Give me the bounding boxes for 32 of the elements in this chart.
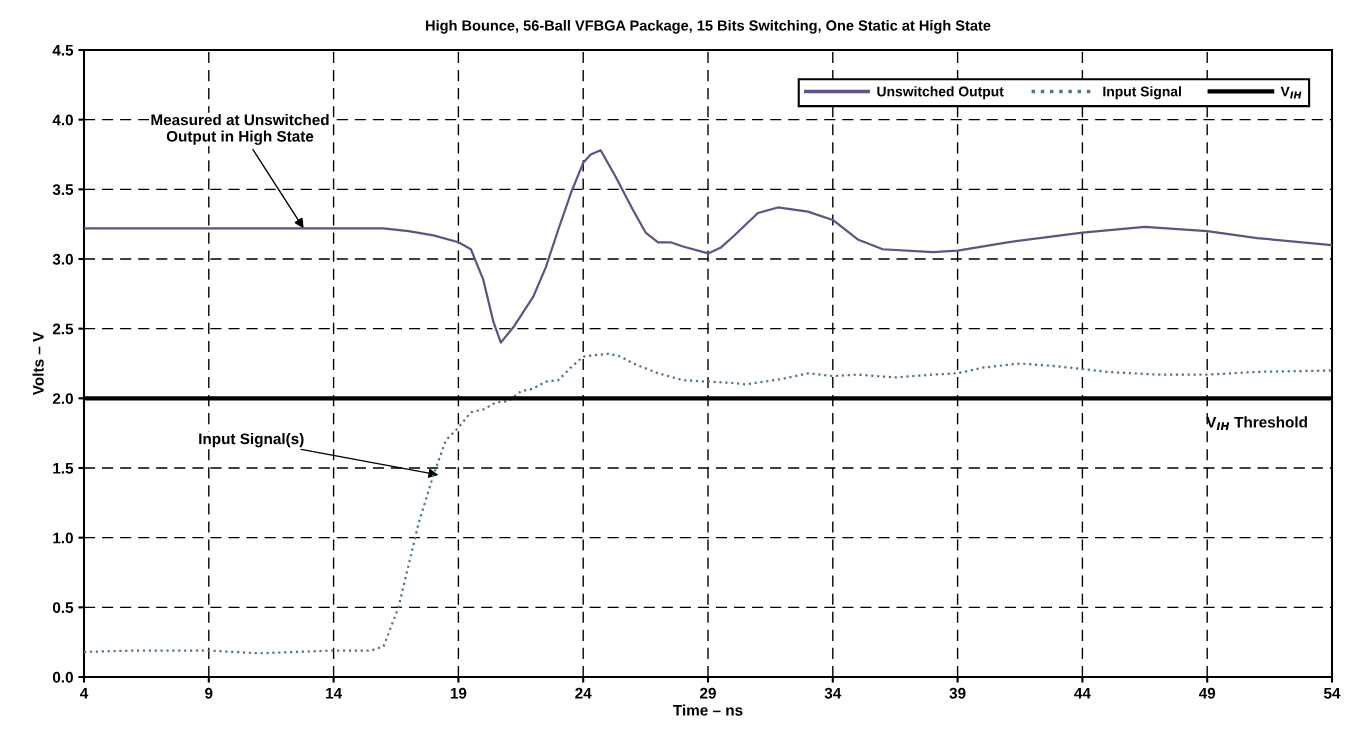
x-tick-label: 24 <box>575 687 592 699</box>
y-tick-label: 1.5 <box>53 463 74 474</box>
y-tick-label: 0.5 <box>52 602 74 614</box>
x-tick-label: 4 <box>79 687 89 699</box>
x-tick-label: 39 <box>949 687 966 699</box>
x-axis-title: Time – ns <box>673 704 743 716</box>
chart-title: High Bounce, 56-Ball VFBGA Package, 15 Bits Switching, One Static at High State <box>426 19 991 34</box>
x-tick-label: 34 <box>824 687 842 699</box>
x-tick-label: 29 <box>700 687 716 699</box>
legend-label: Unswitched Output <box>877 86 1004 100</box>
x-tick-label: 9 <box>205 687 213 699</box>
line-series <box>84 352 1332 655</box>
y-tick-label: 3.0 <box>52 253 73 265</box>
y-axis-title: Volts – V <box>32 331 44 396</box>
y-tick-label: 3.5 <box>52 184 74 196</box>
x-tick-label: 19 <box>450 687 467 699</box>
y-tick-label: 0.0 <box>52 671 73 683</box>
y-tick-label: 2.0 <box>52 393 73 405</box>
x-tick-label: 54 <box>1323 687 1341 699</box>
annotation: V$_{IH}$ Threshold <box>1206 416 1307 430</box>
x-tick-label: 14 <box>326 687 343 699</box>
legend-label: Input Signal <box>1103 86 1181 100</box>
line-series <box>84 149 1332 344</box>
y-tick-label: 4.5 <box>52 45 74 56</box>
legend-label: V$_{IH}$ <box>1280 86 1302 99</box>
y-tick-label: 4.0 <box>52 114 73 126</box>
y-tick-label: 1.0 <box>53 532 73 544</box>
annotation: Measured at Unswitched Output in High State <box>151 114 329 145</box>
annotation: Input Signal(s) <box>199 432 304 448</box>
y-tick-label: 2.5 <box>52 323 74 335</box>
x-tick-label: 44 <box>1074 687 1091 699</box>
x-tick-label: 49 <box>1198 687 1216 699</box>
